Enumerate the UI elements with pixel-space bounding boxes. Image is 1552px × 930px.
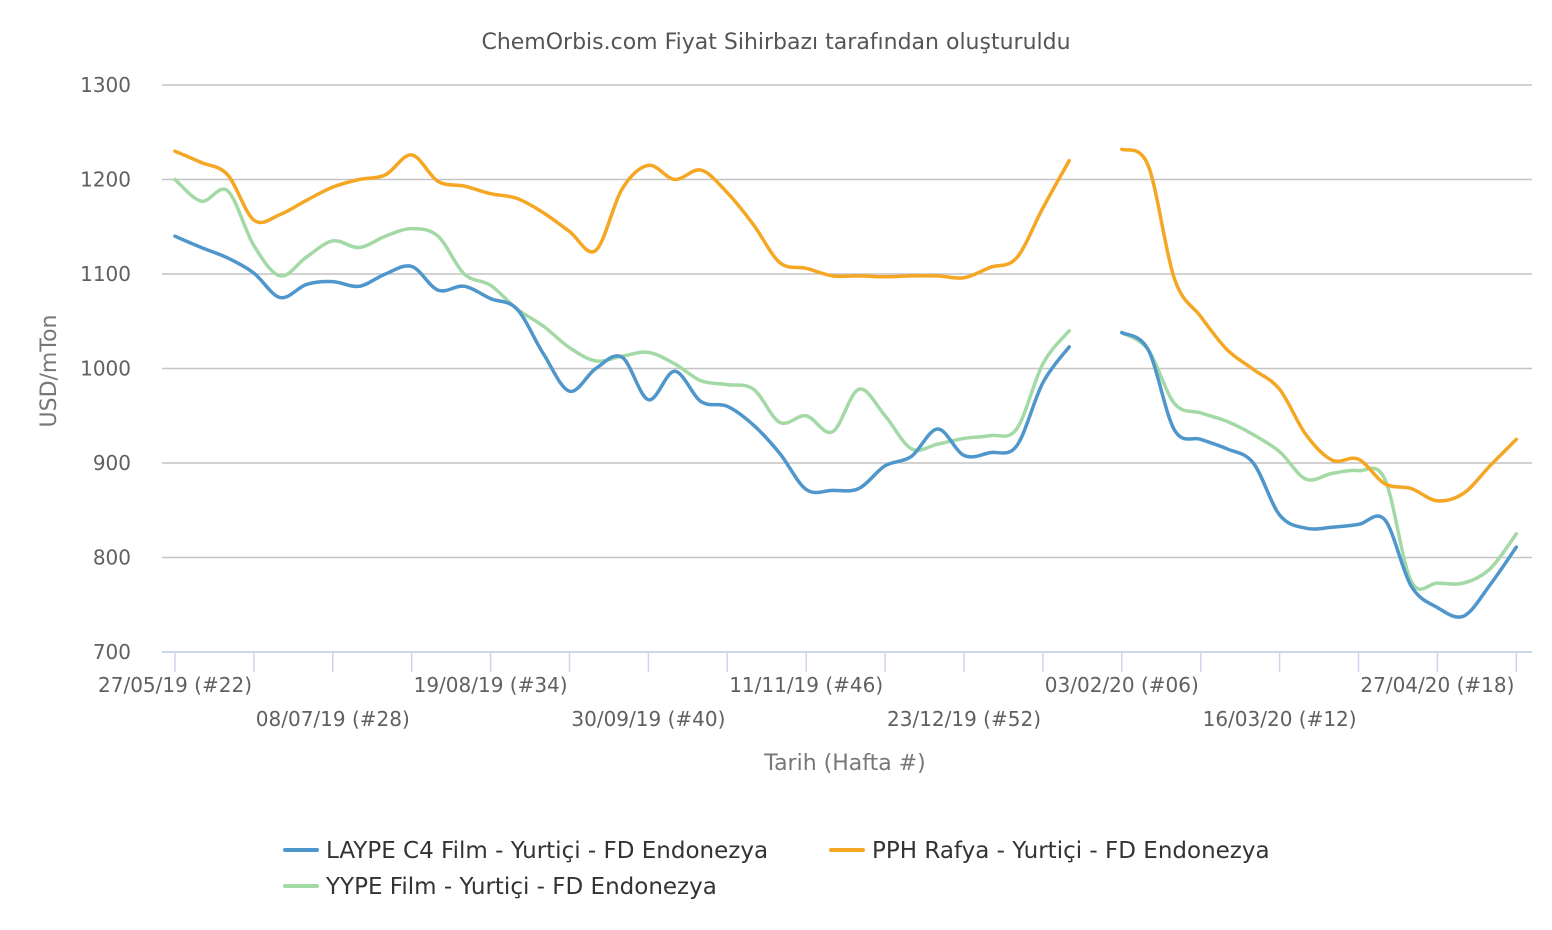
x-tick-label: 08/07/19 (#28) (256, 707, 410, 731)
legend-label: LAYPE C4 Film - Yurtiçi - FD Endonezya (326, 838, 768, 864)
y-axis: 700 800 900 1000 1100 1200 1300 (80, 73, 131, 664)
y-tick-label: 900 (93, 451, 131, 475)
y-tick-label: 1100 (80, 262, 131, 286)
series-segment (173, 177, 1071, 453)
x-tick-label: 03/02/20 (#06) (1045, 673, 1199, 697)
x-tick-label: 16/03/20 (#12) (1203, 707, 1357, 731)
legend-item[interactable]: PPH Rafya - Yurtiçi - FD Endonezya (829, 838, 1270, 864)
y-tick-label: 1300 (80, 73, 131, 97)
chart-title: ChemOrbis.com Fiyat Sihirbazı tarafından… (481, 30, 1070, 55)
series-segment (173, 234, 1071, 495)
y-tick-label: 1000 (80, 357, 131, 381)
series-segment (1120, 147, 1519, 503)
x-tick-label: 11/11/19 (#46) (729, 673, 883, 697)
x-tick-label: 27/05/19 (#22) (98, 673, 252, 697)
legend-item[interactable]: YYPE Film - Yurtiçi - FD Endonezya (283, 874, 717, 900)
series-segment (1120, 330, 1519, 591)
x-tick-label: 23/12/19 (#52) (887, 707, 1041, 731)
legend-item[interactable]: LAYPE C4 Film - Yurtiçi - FD Endonezya (283, 838, 768, 864)
y-axis-title: USD/mTon (37, 315, 62, 428)
series-line-laype (173, 234, 1519, 619)
series-segment (173, 149, 1071, 280)
grid-lines (162, 84, 1532, 653)
legend: LAYPE C4 Film - Yurtiçi - FD Endonezya PP… (283, 838, 1270, 900)
x-tick-label: 27/04/20 (#18) (1360, 673, 1514, 697)
x-tick-label: 19/08/19 (#34) (414, 673, 568, 697)
series-line-pph (173, 147, 1519, 503)
y-tick-label: 1200 (80, 168, 131, 192)
x-tick-label: 30/09/19 (#40) (571, 707, 725, 731)
series-lines (173, 147, 1519, 619)
legend-label: YYPE Film - Yurtiçi - FD Endonezya (325, 874, 717, 900)
y-tick-label: 700 (93, 640, 131, 664)
legend-label: PPH Rafya - Yurtiçi - FD Endonezya (872, 838, 1270, 864)
x-axis-title: Tarih (Hafta #) (763, 751, 925, 776)
y-tick-label: 800 (93, 546, 131, 570)
x-axis: 27/05/19 (#22)08/07/19 (#28)19/08/19 (#3… (98, 652, 1518, 731)
series-segment (1120, 330, 1519, 619)
